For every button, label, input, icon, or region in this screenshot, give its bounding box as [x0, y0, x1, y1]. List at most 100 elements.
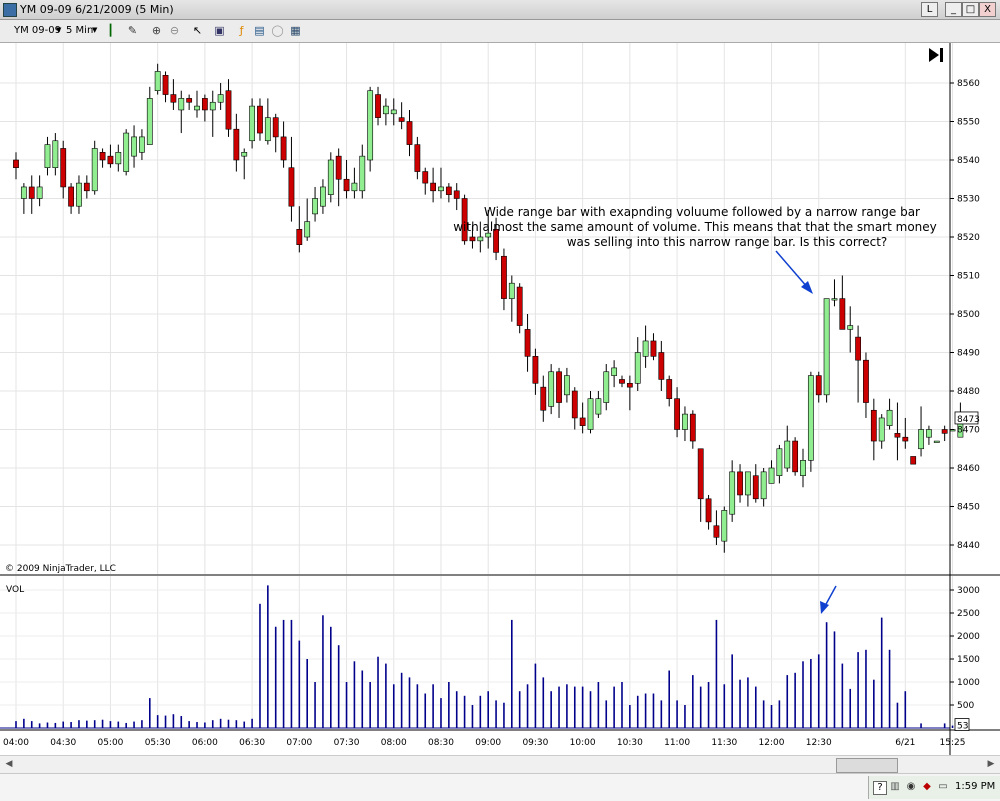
candle: [910, 456, 917, 465]
candle-body-down: [288, 167, 295, 207]
candle: [241, 148, 248, 180]
candle-body-down: [902, 436, 909, 442]
candle-body-up: [44, 144, 51, 168]
candle: [650, 333, 657, 361]
candle: [312, 186, 318, 222]
candle: [382, 98, 389, 126]
candle-body-up: [926, 429, 932, 438]
scrollbar-thumb[interactable]: [836, 758, 898, 773]
chevron-down-icon[interactable]: ▼: [92, 26, 98, 34]
bar-style-icon[interactable]: ┃: [107, 24, 114, 37]
candle: [768, 460, 775, 484]
candle: [131, 125, 137, 168]
x-tick-label: 07:00: [286, 738, 312, 748]
candle-body-up: [563, 375, 570, 396]
volume-panel-title: VOL: [6, 585, 24, 595]
candle: [272, 113, 279, 153]
candle-body-up: [367, 90, 374, 161]
candle-body-up: [878, 417, 885, 442]
candle: [563, 367, 570, 403]
candle: [225, 79, 232, 137]
price-volume-chart[interactable]: 04:00 04:30 05:00 05:30 06:00 06:30 07:00 07:30…: [0, 43, 1000, 755]
cursor-icon[interactable]: ↖: [192, 24, 203, 37]
volume-tick-label: 1500: [957, 655, 980, 665]
candle: [501, 248, 507, 311]
candle: [807, 371, 814, 472]
candle-body-down: [941, 429, 948, 434]
candle-body-down: [469, 236, 476, 242]
skip-to-end-icon[interactable]: [929, 48, 943, 62]
price-tick-label: 8440: [957, 541, 980, 551]
interval-selector[interactable]: 5 Min: [66, 25, 94, 36]
price-tick-label: 8450: [957, 503, 980, 513]
candle: [745, 471, 751, 507]
data-box-icon[interactable]: ▦: [290, 24, 301, 37]
volume-tick-label: 500: [957, 701, 974, 711]
drawing-tool-icon[interactable]: ✎: [127, 24, 138, 37]
minimize-button[interactable]: _: [945, 2, 962, 17]
candle: [257, 98, 263, 141]
properties-icon[interactable]: ◯: [271, 24, 284, 37]
crosshair-icon[interactable]: ▣: [214, 24, 225, 37]
candle: [264, 98, 271, 145]
maximize-button[interactable]: □: [962, 2, 979, 17]
candle-body-down: [524, 329, 531, 357]
candle: [351, 167, 358, 199]
price-tick-label: 8560: [957, 79, 980, 89]
candle-body-up: [823, 298, 830, 396]
candle-body-down: [107, 155, 114, 165]
help-icon[interactable]: ?: [873, 781, 887, 795]
x-tick-label: 05:30: [145, 738, 171, 748]
indicators-icon[interactable]: ƒ: [239, 24, 244, 37]
candle: [201, 94, 208, 122]
candle: [52, 133, 59, 176]
bars-icon[interactable]: ▥: [890, 781, 900, 792]
candle: [933, 440, 940, 443]
candle: [839, 275, 846, 330]
strategies-icon[interactable]: ▤: [254, 24, 265, 37]
volume-tick-label: 3000: [957, 586, 980, 596]
chart-panel[interactable]: 04:00 04:30 05:00 05:30 06:00 06:30 07:00 07:30…: [0, 43, 1000, 755]
zoom-out-icon[interactable]: ⊖: [169, 24, 180, 37]
candle: [626, 375, 633, 411]
candle-body-up: [154, 71, 161, 92]
candle-body-up: [131, 136, 137, 157]
candle-body-up: [146, 98, 153, 145]
candle-body-down: [532, 356, 539, 384]
link-button[interactable]: L: [921, 2, 938, 17]
scroll-left-icon[interactable]: ◀: [5, 759, 13, 769]
candle-body-down: [272, 117, 279, 138]
candle-body-up: [634, 352, 641, 384]
candle-body-down: [674, 398, 680, 430]
candle: [855, 325, 861, 403]
candle-body-up: [548, 371, 555, 407]
candle-body-down: [296, 229, 303, 246]
candle-body-down: [626, 382, 633, 388]
candle-body-down: [571, 390, 578, 419]
close-button[interactable]: X: [979, 2, 996, 17]
candle: [146, 86, 153, 145]
candle: [571, 387, 578, 430]
candle-body-up: [351, 182, 358, 192]
candle-body-up: [760, 471, 767, 500]
candle: [878, 414, 885, 449]
candle: [784, 425, 791, 472]
network-icon[interactable]: ◉: [906, 781, 916, 792]
shield-icon[interactable]: ◆: [923, 781, 931, 792]
candle-body-up: [139, 136, 145, 153]
zoom-in-icon[interactable]: ⊕: [151, 24, 162, 37]
candle-body-up: [438, 186, 444, 192]
instrument-selector[interactable]: YM 09-09: [14, 25, 61, 36]
candle: [414, 136, 421, 180]
x-tick-label: 08:30: [428, 738, 454, 748]
candle-body-up: [241, 152, 248, 157]
x-tick-label: 11:30: [711, 738, 737, 748]
candle: [831, 279, 838, 307]
chevron-down-icon[interactable]: ▼: [56, 26, 62, 34]
horizontal-scrollbar[interactable]: ◀ ▶: [0, 755, 1000, 773]
candle-body-up: [123, 132, 130, 172]
printer-icon[interactable]: ▭: [938, 781, 948, 792]
scroll-right-icon[interactable]: ▶: [987, 759, 995, 769]
candle-body-up: [847, 325, 854, 330]
last-volume-box: [954, 718, 970, 731]
